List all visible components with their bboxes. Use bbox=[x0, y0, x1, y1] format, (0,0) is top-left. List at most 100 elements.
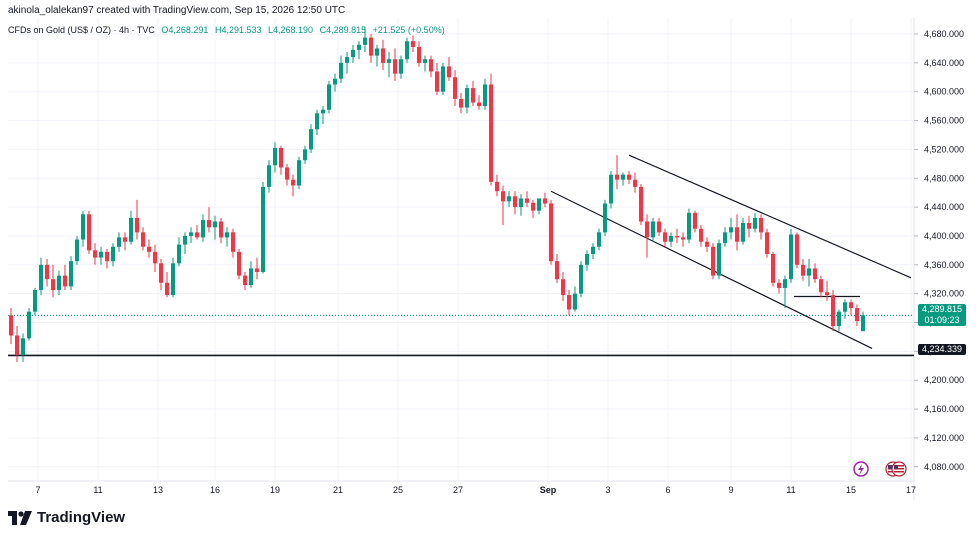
time-tick-label: Sep bbox=[540, 485, 557, 495]
candle-body bbox=[507, 196, 511, 202]
candle-body bbox=[51, 279, 55, 291]
candle-body bbox=[255, 268, 259, 273]
candle-body bbox=[249, 268, 253, 285]
last-price-tag: 4,289.815 01:09:23 bbox=[918, 304, 966, 326]
candle-body bbox=[561, 279, 565, 296]
time-tick-label: 25 bbox=[393, 485, 403, 495]
candle-body bbox=[435, 71, 439, 92]
candle-body bbox=[465, 88, 469, 108]
candle-body bbox=[231, 232, 235, 252]
candle-body bbox=[399, 59, 403, 74]
symbol-name[interactable]: CFDs on Gold (US$ / OZ) · 4h · TVC bbox=[8, 25, 155, 35]
candle-body bbox=[459, 98, 463, 108]
ohlc-open: O4,268.291 bbox=[161, 25, 209, 35]
candle-body bbox=[351, 49, 355, 58]
price-tick-label: 4,520.000 bbox=[924, 144, 964, 154]
candle-body bbox=[549, 203, 553, 262]
candle-body bbox=[129, 217, 133, 242]
tradingview-logo-icon bbox=[8, 510, 32, 525]
candle-body bbox=[411, 41, 415, 47]
us-flag-icon[interactable] bbox=[891, 461, 907, 477]
candle-body bbox=[87, 214, 91, 251]
price-tick-label: 4,680.000 bbox=[924, 29, 964, 39]
candle-body bbox=[201, 220, 205, 238]
candle-body bbox=[567, 295, 571, 310]
candle-body bbox=[615, 174, 619, 180]
candle-body bbox=[183, 235, 187, 245]
candle-body bbox=[513, 196, 517, 208]
candle-body bbox=[171, 263, 175, 296]
drawing-overlays bbox=[8, 154, 914, 357]
time-tick-label: 3 bbox=[605, 485, 610, 495]
candle-body bbox=[357, 44, 361, 50]
candle-body bbox=[453, 77, 457, 99]
tradingview-brand[interactable]: TradingView bbox=[8, 509, 125, 526]
candle-body bbox=[801, 264, 805, 276]
candle-body bbox=[489, 84, 493, 182]
candle-body bbox=[777, 282, 781, 288]
candle-body bbox=[861, 315, 865, 332]
candle-body bbox=[651, 221, 655, 238]
candle-body bbox=[345, 57, 349, 63]
candle-body bbox=[765, 232, 769, 254]
candle-body bbox=[657, 221, 661, 233]
candle-body bbox=[369, 37, 373, 56]
candle-body bbox=[783, 279, 787, 288]
price-tick-label: 4,320.000 bbox=[924, 289, 964, 299]
time-tick-label: 16 bbox=[210, 485, 220, 495]
candle-body bbox=[117, 237, 121, 247]
candle-body bbox=[531, 202, 535, 211]
grid-lines bbox=[8, 18, 915, 500]
price-tick-label: 4,640.000 bbox=[924, 58, 964, 68]
candle-body bbox=[693, 212, 697, 229]
candle-body bbox=[609, 174, 613, 204]
price-tick-label: 4,120.000 bbox=[924, 433, 964, 443]
candle-body bbox=[339, 62, 343, 79]
candle-body bbox=[279, 147, 283, 168]
candle-body bbox=[135, 217, 139, 233]
candle-body bbox=[495, 181, 499, 192]
candle-body bbox=[63, 275, 67, 287]
candle-body bbox=[213, 221, 217, 228]
candle-body bbox=[291, 179, 295, 186]
candle-body bbox=[33, 290, 37, 312]
time-axis[interactable]: 7 11 13 16 19 21 25 27 Sep 3 6 9 11 15 17 bbox=[35, 485, 916, 495]
candle-body bbox=[735, 227, 739, 242]
candle-body bbox=[681, 237, 685, 240]
price-axis[interactable]: 4,080.0004,120.0004,160.0004,200.0004,24… bbox=[914, 29, 964, 472]
lightning-icon[interactable] bbox=[853, 461, 869, 477]
candle-body bbox=[123, 237, 127, 242]
candle-body bbox=[519, 198, 523, 208]
candle-body bbox=[837, 311, 841, 327]
candle-body bbox=[303, 149, 307, 161]
candle-body bbox=[417, 46, 421, 63]
price-tick-label: 4,440.000 bbox=[924, 202, 964, 212]
last-price-value: 4,289.815 bbox=[921, 304, 963, 314]
candle-body bbox=[363, 37, 367, 45]
candle-body bbox=[741, 222, 745, 242]
time-tick-label: 6 bbox=[665, 485, 670, 495]
candle-body bbox=[273, 147, 277, 166]
symbol-legend: CFDs on Gold (US$ / OZ) · 4h · TVC O4,26… bbox=[8, 25, 445, 35]
candle-body bbox=[597, 232, 601, 247]
candle-body bbox=[825, 292, 829, 296]
candle-body bbox=[633, 179, 637, 187]
candle-body bbox=[771, 253, 775, 283]
candle-body bbox=[627, 174, 631, 180]
candle-body bbox=[393, 59, 397, 74]
time-tick-label: 11 bbox=[93, 485, 102, 495]
candle-body bbox=[225, 232, 229, 238]
candle-body bbox=[573, 293, 577, 310]
candle-body bbox=[165, 282, 169, 296]
candle-body bbox=[207, 220, 211, 228]
candle-body bbox=[195, 232, 199, 238]
candle-body bbox=[555, 261, 559, 280]
candle-body bbox=[687, 212, 691, 240]
candle-body bbox=[405, 41, 409, 60]
candle-body bbox=[243, 275, 247, 285]
candle-body bbox=[147, 246, 151, 252]
candle-body bbox=[669, 235, 673, 242]
candle-body bbox=[321, 109, 325, 114]
upper-channel-line bbox=[628, 154, 912, 279]
